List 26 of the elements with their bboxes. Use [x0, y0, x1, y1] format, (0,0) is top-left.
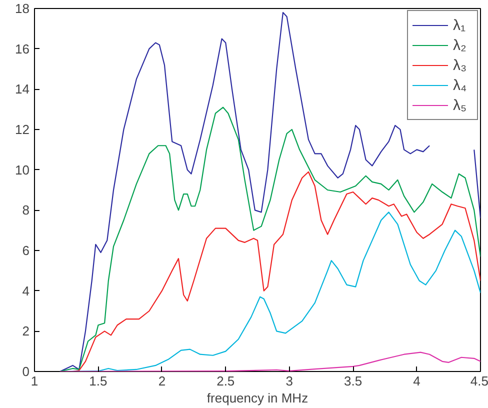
x-tick-label: 1: [30, 374, 38, 388]
y-tick-label: 10: [15, 162, 30, 178]
x-axis-title: frequency in MHz: [206, 390, 308, 406]
y-tick-label: 6: [22, 243, 30, 258]
line-series: [72, 171, 480, 372]
x-tick-label: 1.5: [89, 374, 108, 388]
y-tick-label: 2: [22, 324, 30, 339]
legend-label: λ₃: [453, 56, 468, 74]
x-tick-label: 3: [286, 374, 293, 388]
y-tick-label: 18: [15, 1, 30, 16]
y-tick-label: 8: [22, 202, 30, 218]
y-tick-label: 4: [22, 283, 30, 298]
legend-label: λ₅: [453, 96, 468, 114]
legend-label: λ₄: [453, 76, 468, 94]
legend-label: λ₂: [453, 36, 468, 54]
x-tick-label: 2: [158, 374, 166, 388]
y-tick-label: 12: [15, 122, 30, 137]
x-tick-label: 3.5: [344, 374, 362, 388]
x-tick-label: 4: [413, 374, 420, 388]
legend-label: λ₁: [453, 16, 467, 34]
line-series: [59, 352, 480, 372]
x-tick-label: 4.5: [470, 374, 488, 388]
y-tick-label: 14: [15, 82, 30, 97]
x-tick-label: 2.5: [216, 374, 235, 388]
y-tick-label: 0: [22, 364, 30, 379]
y-tick-label: 16: [15, 41, 30, 56]
